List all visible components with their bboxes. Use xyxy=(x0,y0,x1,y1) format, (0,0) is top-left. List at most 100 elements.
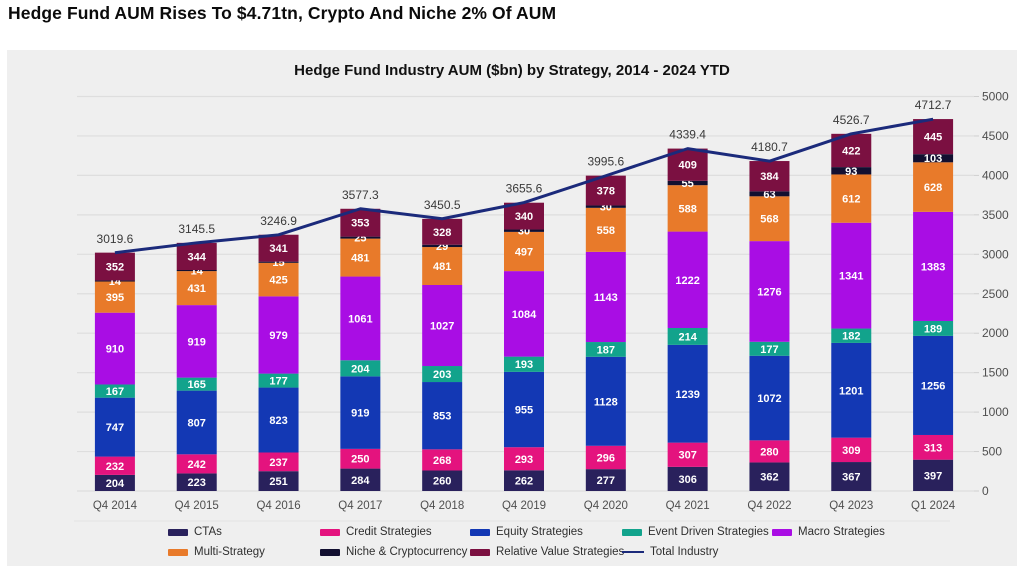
bar-segment xyxy=(258,296,299,374)
y-axis-label: 2500 xyxy=(982,287,1009,301)
legend-color-swatch xyxy=(168,528,188,536)
segment-value-label: 1341 xyxy=(839,271,863,283)
segment-value-label: 955 xyxy=(515,405,533,417)
legend-label: Credit Strategies xyxy=(346,526,432,538)
segment-value-label: 378 xyxy=(597,186,615,198)
legend-color-swatch xyxy=(168,548,188,556)
bar-segment xyxy=(831,342,872,438)
legend-label: Event Driven Strategies xyxy=(648,526,769,538)
bar-segment xyxy=(340,448,381,469)
segment-value-label: 341 xyxy=(269,243,287,255)
total-value-label: 3019.6 xyxy=(97,232,134,246)
total-value-label: 3450.5 xyxy=(424,198,461,212)
legend-color-swatch xyxy=(470,528,490,536)
segment-value-label: 204 xyxy=(106,478,125,490)
segment-value-label: 177 xyxy=(269,376,287,388)
legend-item-event-driven-strategies: Event Driven Strategies xyxy=(622,526,769,538)
bar-segment xyxy=(749,161,790,192)
y-axis-label: 3000 xyxy=(982,247,1009,261)
bar-segment xyxy=(340,236,381,239)
total-value-label: 4339.4 xyxy=(669,128,706,142)
bar-segment xyxy=(422,470,463,491)
segment-value-label: 55 xyxy=(682,178,694,190)
total-value-label: 4526.7 xyxy=(833,113,870,127)
segment-value-label: 1222 xyxy=(675,275,699,287)
y-axis-label: 3500 xyxy=(982,208,1009,222)
bar-segment xyxy=(94,252,135,281)
segment-value-label: 306 xyxy=(678,474,696,486)
bar-segment xyxy=(585,251,626,343)
bar-segment xyxy=(422,382,463,450)
y-axis-label: 5000 xyxy=(982,90,1009,104)
chart-title: Hedge Fund Industry AUM ($bn) by Strateg… xyxy=(294,62,730,79)
segment-value-label: 223 xyxy=(188,477,206,489)
bar-segment xyxy=(585,469,626,491)
bar-segment xyxy=(749,355,790,441)
legend-item-credit-strategies: Credit Strategies xyxy=(320,526,432,538)
bar-segment xyxy=(504,271,544,357)
segment-value-label: 1128 xyxy=(594,396,618,408)
segment-value-label: 189 xyxy=(924,323,942,335)
segment-value-label: 823 xyxy=(269,415,287,427)
legend-color-swatch xyxy=(320,528,340,536)
segment-value-label: 103 xyxy=(924,153,942,165)
legend-color-swatch xyxy=(320,548,340,556)
y-axis-label: 2000 xyxy=(982,326,1009,340)
segment-value-label: 214 xyxy=(678,331,697,343)
legend-color-swatch xyxy=(622,528,642,536)
legend-label: Multi-Strategy xyxy=(194,546,265,558)
segment-value-label: 397 xyxy=(924,470,942,482)
legend-label: Total Industry xyxy=(650,546,719,558)
bar-segment xyxy=(340,276,381,361)
bar-segment xyxy=(913,459,954,491)
segment-value-label: 431 xyxy=(188,283,206,295)
total-value-label: 3577.3 xyxy=(342,188,379,202)
total-value-label: 4180.7 xyxy=(751,140,788,154)
legend-label: Macro Strategies xyxy=(798,526,885,538)
segment-value-label: 1084 xyxy=(512,309,537,321)
bar-segment xyxy=(176,271,217,306)
bar-segment xyxy=(258,234,299,262)
segment-value-label: 1201 xyxy=(839,385,863,397)
segment-value-label: 268 xyxy=(433,455,451,467)
bar-segment xyxy=(585,445,626,470)
segment-value-label: 328 xyxy=(433,227,451,239)
segment-value-label: 628 xyxy=(924,182,942,194)
segment-value-label: 344 xyxy=(188,251,207,263)
segment-value-label: 340 xyxy=(515,211,533,223)
bar-segment xyxy=(94,312,135,385)
segment-value-label: 1256 xyxy=(921,380,945,392)
segment-value-label: 203 xyxy=(433,369,451,381)
legend-item-multi-strategy: Multi-Strategy xyxy=(168,546,265,558)
bar-segment xyxy=(94,384,135,398)
page-title: Hedge Fund AUM Rises To $4.71tn, Crypto … xyxy=(8,3,557,23)
bar-segment xyxy=(831,462,872,491)
bar-segment xyxy=(258,262,299,297)
x-axis-label: Q4 2020 xyxy=(584,500,628,512)
bar-segment xyxy=(176,242,217,271)
segment-value-label: 1383 xyxy=(921,261,945,273)
legend-item-niche-cryptocurrency: Niche & Cryptocurrency xyxy=(320,546,467,558)
bar-segment xyxy=(913,320,954,336)
bar-segment xyxy=(504,470,544,491)
bar-segment xyxy=(667,327,708,345)
total-industry-line xyxy=(114,117,934,255)
bar-segment xyxy=(504,356,544,372)
bar-segment xyxy=(94,456,135,475)
bar-segment xyxy=(258,471,299,491)
segment-value-label: 422 xyxy=(842,145,860,157)
bar-segment xyxy=(831,167,872,175)
bar-segment xyxy=(504,447,544,471)
segment-value-label: 313 xyxy=(924,442,942,454)
bar-segment xyxy=(422,284,463,367)
bar-segment xyxy=(340,468,381,491)
y-axis-label: 500 xyxy=(982,445,1002,459)
bar-segment xyxy=(913,154,954,163)
segment-value-label: 367 xyxy=(842,472,860,484)
legend-label: CTAs xyxy=(194,526,222,538)
segment-value-label: 1276 xyxy=(757,286,781,298)
segment-value-label: 242 xyxy=(188,459,206,471)
segment-value-label: 187 xyxy=(597,344,615,356)
x-axis-label: Q4 2016 xyxy=(256,500,300,512)
bar-segment xyxy=(176,454,217,474)
